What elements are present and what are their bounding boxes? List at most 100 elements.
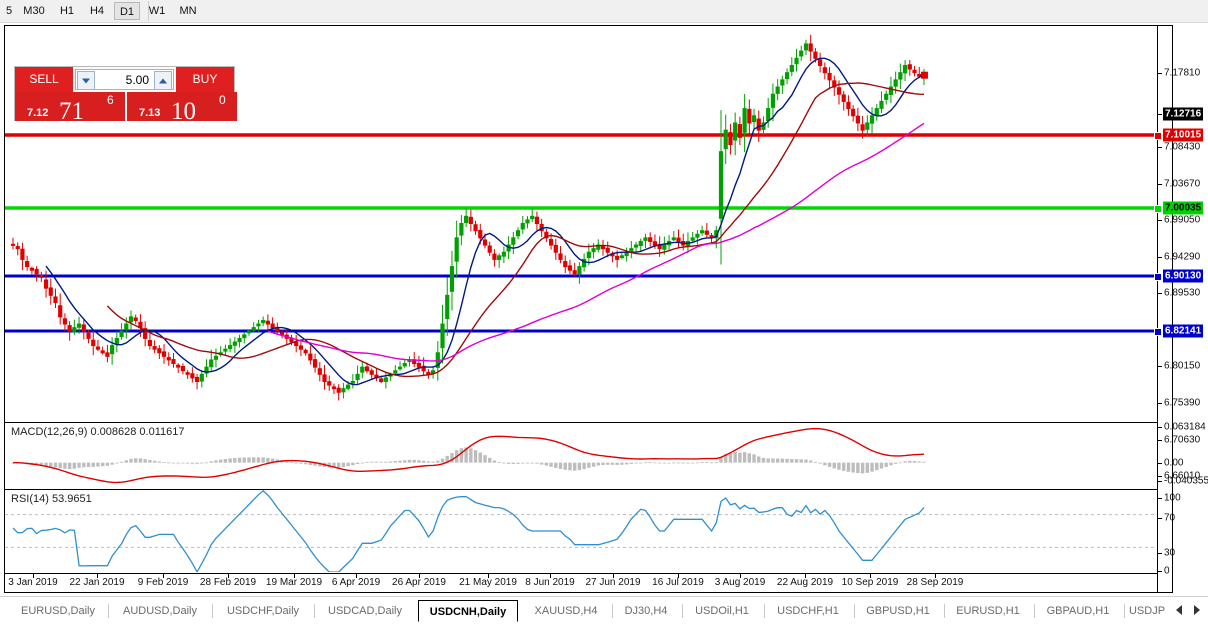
macd-bar bbox=[672, 462, 676, 464]
candle-body bbox=[322, 374, 327, 382]
one-click-trading-panel[interactable]: SELL 5.00 BUY 7.12 71 6 7.13 10 0 bbox=[14, 66, 237, 121]
macd-histogram bbox=[11, 447, 926, 474]
tab-xauusd-h4[interactable]: XAUUSD,H4 bbox=[534, 605, 598, 617]
macd-bar bbox=[832, 462, 836, 469]
rsi-canvas[interactable] bbox=[5, 490, 1157, 572]
level-handle-support-blue-1[interactable] bbox=[1154, 273, 1162, 281]
macd-bar bbox=[214, 460, 218, 463]
tab-usdchf-h1[interactable]: USDCHF,H1 bbox=[777, 605, 839, 617]
candle-body bbox=[766, 108, 771, 121]
rsi-pane[interactable]: RSI(14) 53.9651 bbox=[5, 489, 1157, 573]
date-axis-tick bbox=[870, 574, 871, 578]
tab-scroll-left-icon[interactable] bbox=[1176, 605, 1182, 615]
tab-audusd-daily[interactable]: AUDUSD,Daily bbox=[123, 605, 197, 617]
macd-bar bbox=[313, 462, 317, 466]
timeframe-5[interactable]: 5 bbox=[5, 5, 13, 17]
candle-body bbox=[72, 327, 77, 333]
tab-scroll-right-icon[interactable] bbox=[1194, 605, 1200, 615]
candle-body bbox=[676, 237, 681, 242]
macd-bar bbox=[587, 462, 591, 468]
timeframe-m30[interactable]: M30 bbox=[23, 5, 45, 17]
sell-button[interactable]: SELL bbox=[15, 67, 73, 92]
tab-usdjp[interactable]: USDJP bbox=[1128, 605, 1166, 617]
tab-gbpaud-h1[interactable]: GBPAUD,H1 bbox=[1046, 605, 1110, 617]
candle-body bbox=[209, 359, 214, 368]
macd-bar bbox=[860, 462, 865, 474]
date-axis-tick bbox=[163, 574, 164, 578]
tab-eurusd-h1[interactable]: EURUSD,H1 bbox=[956, 605, 1020, 617]
buy-button[interactable]: BUY bbox=[176, 67, 234, 92]
timeframe-h1[interactable]: H1 bbox=[59, 5, 75, 17]
tab-usdcad-daily[interactable]: USDCAD,Daily bbox=[328, 605, 402, 617]
candle-body bbox=[124, 323, 129, 330]
tab-usdchf-daily[interactable]: USDCHF,Daily bbox=[226, 605, 300, 617]
tab-usdoil-h1[interactable]: USDOil,H1 bbox=[695, 605, 749, 617]
candle-body bbox=[157, 348, 162, 354]
macd-bar bbox=[709, 462, 714, 464]
macd-bar bbox=[82, 462, 86, 468]
timeframe-d1[interactable]: D1 bbox=[114, 2, 140, 20]
candle-body bbox=[728, 132, 733, 145]
price-chart-canvas[interactable] bbox=[5, 26, 1157, 421]
timeframe-toolbar: 5 M30 H1 H4 D1 W1 MN bbox=[0, 0, 1208, 23]
macd-bar bbox=[426, 461, 431, 463]
date-axis-label: 16 Jul 2019 bbox=[652, 577, 704, 588]
timeframe-h4[interactable]: H4 bbox=[89, 5, 105, 17]
axis-tick bbox=[1158, 147, 1162, 148]
candle-body bbox=[383, 377, 388, 382]
date-axis-label: 3 Aug 2019 bbox=[714, 577, 766, 588]
ma-medium-line bbox=[106, 82, 925, 378]
macd-bar bbox=[686, 462, 690, 464]
macd-bar bbox=[908, 460, 912, 463]
timeframe-mn[interactable]: MN bbox=[179, 5, 197, 17]
macd-bar bbox=[388, 461, 393, 463]
macd-bar bbox=[653, 462, 657, 464]
macd-bar bbox=[440, 458, 445, 463]
macd-bar bbox=[431, 461, 435, 463]
toolbar-separator bbox=[148, 1, 149, 21]
tab-dj30-h4[interactable]: DJ30,H4 bbox=[624, 605, 668, 617]
axis-tick bbox=[1158, 73, 1162, 74]
level-handle-support-green[interactable] bbox=[1154, 205, 1162, 213]
candle-body bbox=[20, 248, 25, 260]
candle-body bbox=[152, 346, 157, 350]
macd-bar bbox=[728, 453, 733, 463]
tab-separator bbox=[108, 604, 109, 618]
candle-body bbox=[95, 346, 101, 350]
candle-body bbox=[615, 255, 620, 260]
price-axis-label-undefined: 100 bbox=[1164, 492, 1181, 504]
candle-body bbox=[898, 72, 903, 80]
sell-price-button[interactable]: 7.12 71 6 bbox=[15, 92, 125, 121]
timeframe-w1[interactable]: W1 bbox=[148, 5, 166, 17]
macd-bar bbox=[856, 462, 860, 474]
buy-price-button[interactable]: 7.13 10 0 bbox=[126, 92, 237, 121]
price-axis-label-undefined: 70 bbox=[1164, 512, 1176, 524]
price-axis[interactable]: 7.17810 7.12716 7.10015 7.08430 7.03670 7.000… bbox=[1154, 26, 1208, 592]
tab-eurusd-daily[interactable]: EURUSD,Daily bbox=[21, 605, 95, 617]
volume-decrease-button[interactable] bbox=[77, 71, 95, 90]
level-handle-resistance-red[interactable] bbox=[1154, 132, 1162, 140]
date-axis-label: 19 Mar 2019 bbox=[265, 577, 323, 588]
macd-pane[interactable]: MACD(12,26,9) 0.008628 0.011617 bbox=[5, 422, 1157, 489]
candle-body bbox=[346, 384, 351, 389]
macd-bar bbox=[757, 456, 761, 463]
tab-usdcnh-daily[interactable]: USDCNH,Daily bbox=[418, 600, 518, 622]
date-axis-tick bbox=[678, 574, 679, 578]
candle-body bbox=[171, 359, 176, 365]
candle-body bbox=[421, 365, 426, 372]
volume-increase-button[interactable] bbox=[154, 71, 172, 90]
volume-input[interactable]: 5.00 bbox=[75, 69, 174, 90]
level-handle-support-blue-2[interactable] bbox=[1154, 328, 1162, 336]
date-axis[interactable]: 3 Jan 2019 22 Jan 2019 9 Feb 2019 28 Feb 20… bbox=[5, 573, 1157, 593]
candle-body bbox=[851, 108, 856, 117]
date-axis-tick bbox=[613, 574, 614, 578]
macd-bar bbox=[889, 462, 893, 466]
macd-bar bbox=[124, 460, 128, 463]
macd-bar bbox=[200, 462, 204, 464]
tab-gbpusd-h1[interactable]: GBPUSD,H1 bbox=[866, 605, 930, 617]
candle-body bbox=[487, 245, 492, 253]
macd-canvas[interactable] bbox=[5, 423, 1157, 488]
candle-body bbox=[662, 244, 667, 250]
symbol-tabbar[interactable]: EURUSD,Daily AUDUSD,Daily USDCHF,Daily USDC… bbox=[0, 596, 1208, 624]
candle-body bbox=[695, 233, 700, 238]
